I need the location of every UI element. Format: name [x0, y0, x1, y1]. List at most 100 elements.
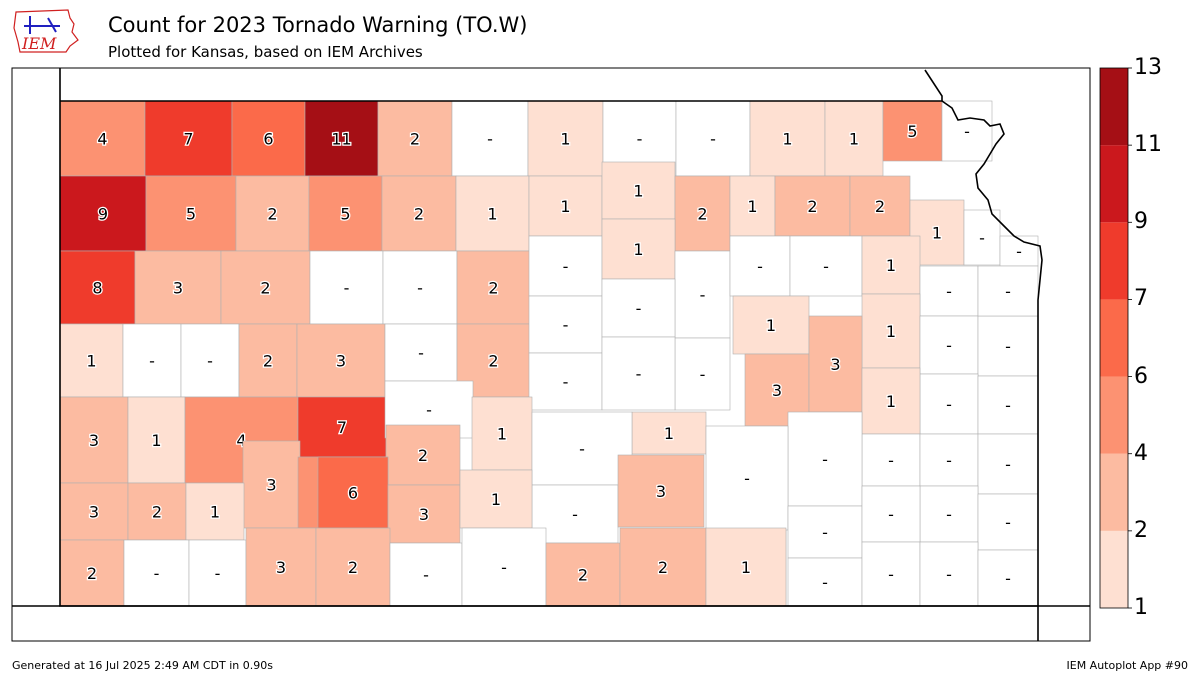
county-count-label: -: [946, 451, 952, 470]
county-cell: -: [999, 235, 1039, 267]
county-fill: [861, 485, 921, 543]
county-count-label: -: [822, 573, 828, 592]
county-fill: [59, 323, 124, 398]
county-count-label: 6: [263, 130, 273, 149]
county-count-label: 1: [210, 503, 220, 522]
county-fill: [977, 493, 1039, 551]
county-count-label: 3: [173, 279, 183, 298]
county-count-label: 3: [276, 558, 286, 577]
county-cell: -: [729, 235, 791, 297]
county-count-label: 6: [348, 484, 358, 503]
county-cell: 1: [824, 100, 884, 177]
county-count-label: 2: [697, 205, 707, 224]
county-fill: [787, 557, 863, 607]
county-count-label: -: [1016, 242, 1022, 261]
county-cell: 3: [296, 323, 386, 398]
county-cell: -: [528, 235, 603, 297]
county-fill: [384, 323, 458, 382]
county-fill: [977, 549, 1039, 607]
county-cell: 6: [231, 100, 306, 177]
county-fill: [941, 100, 993, 162]
svg-text:IEM: IEM: [21, 34, 57, 53]
county-count-label: 3: [89, 431, 99, 450]
county-count-label: 4: [97, 130, 107, 149]
county-count-label: -: [964, 122, 970, 141]
county-cell: 3: [134, 250, 222, 325]
county-count-label: 2: [807, 197, 817, 216]
county-cell: 1: [527, 100, 604, 177]
county-count-label: 3: [656, 482, 666, 501]
county-count-label: 3: [419, 505, 429, 524]
county-cell: 9: [59, 175, 147, 252]
county-cell: -: [787, 505, 863, 559]
county-fill: [238, 323, 298, 398]
colorbar-tick-label: 9: [1134, 209, 1148, 235]
county-fill: [185, 482, 245, 541]
county-count-label: -: [423, 566, 429, 585]
county-cell: 1: [631, 411, 707, 455]
colorbar-tick-label: 2: [1134, 517, 1148, 543]
county-cell: 1: [528, 175, 603, 237]
county-count-label: -: [822, 523, 828, 542]
county-cell: -: [787, 557, 863, 607]
county-cell: -: [919, 265, 979, 317]
county-count-label: -: [563, 257, 569, 276]
county-fill: [861, 541, 921, 607]
county-count-label: -: [700, 286, 706, 305]
county-cell: -: [919, 373, 979, 435]
county-cell: 1: [732, 295, 810, 355]
county-count-label: -: [823, 257, 829, 276]
county-fill: [309, 250, 384, 325]
county-fill: [674, 175, 731, 252]
county-fill: [528, 352, 603, 411]
county-count-label: 3: [336, 352, 346, 371]
county-count-label: -: [1005, 569, 1011, 588]
county-count-label: 1: [560, 130, 570, 149]
county-cell: -: [977, 433, 1039, 495]
county-fill: [861, 433, 921, 487]
county-fill: [59, 175, 147, 252]
county-count-label: -: [822, 450, 828, 469]
county-cell: 1: [601, 218, 676, 280]
county-cell: -: [919, 315, 979, 375]
county-cell: 2: [235, 175, 310, 252]
county-count-label: -: [1005, 513, 1011, 532]
county-count-label: 8: [92, 279, 102, 298]
county-count-label: 1: [932, 224, 942, 243]
county-fill: [729, 175, 776, 237]
county-count-label: 7: [337, 418, 347, 437]
county-fill: [123, 539, 190, 607]
county-count-label: 1: [849, 130, 859, 149]
county-cell: 2: [774, 175, 851, 237]
county-fill: [531, 411, 633, 486]
county-count-label: 1: [633, 240, 643, 259]
county-fill: [235, 175, 310, 252]
county-cell: 2: [238, 323, 298, 398]
county-cell: 7: [144, 100, 233, 177]
county-fill: [963, 209, 1001, 266]
county-fill: [245, 527, 317, 607]
county-fill: [601, 278, 676, 338]
county-fill: [296, 323, 386, 398]
county-cell: 2: [127, 482, 187, 541]
county-count-label: 9: [98, 205, 108, 224]
county-count-label: 11: [331, 130, 351, 149]
county-cell: -: [977, 549, 1039, 607]
county-fill: [729, 235, 791, 297]
county-count-label: -: [149, 352, 155, 371]
county-fill: [675, 100, 751, 177]
county-cell: 8: [59, 250, 136, 325]
county-count-label: 2: [263, 352, 273, 371]
county-fill: [59, 396, 129, 484]
county-count-label: -: [710, 130, 716, 149]
county-cell: 6: [317, 456, 389, 529]
county-cell: 2: [377, 100, 453, 177]
colorbar-bin: [1100, 68, 1128, 146]
county-fill: [231, 100, 306, 177]
county-fill: [387, 484, 461, 544]
county-cell: -: [919, 485, 979, 543]
county-cell: -: [705, 425, 789, 531]
county-count-label: -: [946, 282, 952, 301]
county-count-label: 1: [886, 256, 896, 275]
county-cell: 3: [387, 484, 461, 544]
